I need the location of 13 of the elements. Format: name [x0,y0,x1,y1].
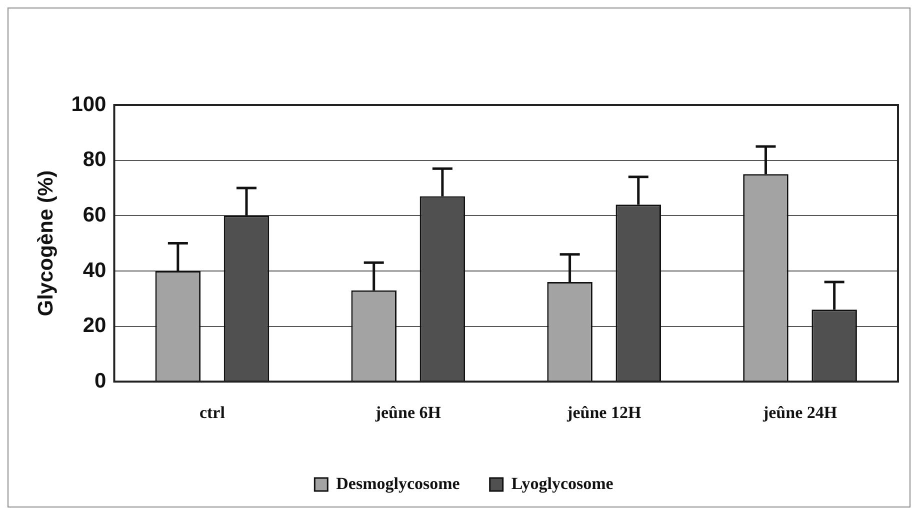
x-tick-label: jeûne 12H [566,403,642,422]
y-tick-label: 60 [82,203,106,226]
x-tick-label: jeûne 6H [374,403,441,422]
y-axis-title: Glycogène (%) [34,170,58,316]
y-tick-label: 20 [82,314,106,338]
y-tick-label: 0 [94,369,106,392]
y-tick-label: 80 [82,148,106,172]
y-tick-label: 100 [71,92,106,116]
y-tick-label: 40 [82,258,106,282]
x-tick-label: jeûne 24H [762,403,838,422]
x-tick-label: ctrl [199,403,226,422]
legend-label: Lyoglycosome [511,474,614,493]
legend-label: Desmoglycosome [336,474,460,493]
